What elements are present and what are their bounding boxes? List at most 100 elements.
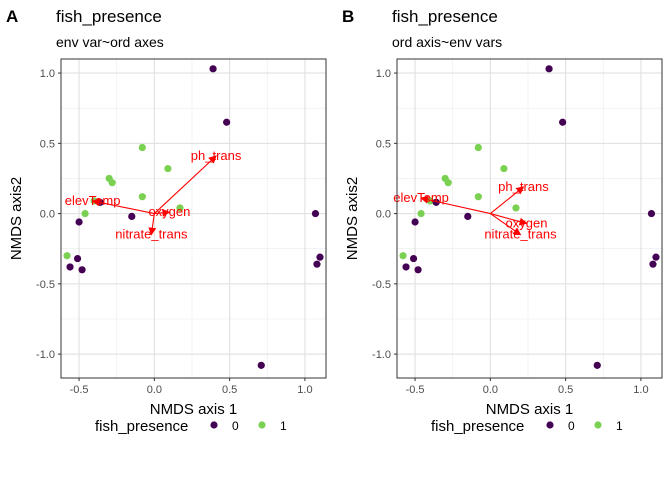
y-axis-title-b: NMDS axis2 — [344, 177, 361, 260]
vector-arrow — [153, 155, 217, 214]
legend-label-1-b: 1 — [616, 419, 623, 433]
scatter-point — [402, 263, 410, 271]
scatter-point — [209, 65, 217, 73]
panel-subtitle-b: ord axis~env vars — [392, 34, 502, 50]
scatter-point — [444, 179, 452, 187]
y-tick-label: -1.0 — [36, 349, 55, 361]
y-tick-label: 0.5 — [40, 138, 55, 150]
scatter-point — [316, 253, 324, 261]
plot-border-b — [396, 58, 663, 379]
x-tick-label: 0.0 — [483, 384, 498, 396]
panel-b: B fish_presence ord axis~env vars ph_tra… — [342, 7, 663, 418]
scatter-point — [66, 263, 74, 271]
scatter-point — [164, 165, 172, 173]
x-tick-label: -0.5 — [70, 384, 89, 396]
x-tick-label: 1.0 — [633, 384, 648, 396]
panel-subtitle-a: env var~ord axes — [56, 34, 164, 50]
x-tick-label: 0.5 — [222, 384, 237, 396]
scatter-point — [138, 193, 146, 201]
scatter-point — [223, 118, 231, 126]
scatter-point — [545, 65, 553, 73]
vector-label: oxygen — [506, 215, 548, 230]
scatter-point — [500, 165, 508, 173]
plot-border-a — [60, 58, 327, 379]
scatter-point — [464, 212, 472, 220]
plot-area-a — [61, 59, 326, 378]
legend-b: fish_presence 0 1 — [431, 418, 623, 435]
scatter-point — [593, 361, 601, 369]
scatter-point — [81, 209, 89, 218]
panel-label-b: B — [342, 7, 354, 26]
x-axis-title-b: NMDS axis 1 — [486, 401, 574, 418]
vector-arrow — [490, 186, 525, 215]
y-tick-label: 0.5 — [376, 138, 391, 150]
vector-label: ph_trans — [498, 179, 549, 194]
legend-label-1-a: 1 — [280, 419, 287, 433]
scatter-point — [75, 218, 83, 226]
panel-label-a: A — [6, 7, 18, 26]
legend-label-0-a: 0 — [232, 419, 239, 433]
legend-key-1-b — [594, 421, 602, 429]
scatter-point — [414, 266, 422, 274]
scatter-point — [649, 260, 657, 268]
grid-minor-b — [397, 59, 662, 378]
vector-label: oxygen — [148, 204, 190, 219]
x-axis-title-a: NMDS axis 1 — [150, 401, 238, 418]
scatter-point — [411, 218, 419, 226]
legend-a: fish_presence 0 1 — [95, 418, 287, 435]
legend-title-a: fish_presence — [95, 418, 188, 435]
vector-label: ph_trans — [191, 148, 242, 163]
x-axis-b: -0.5 0.0 0.5 1.0 — [406, 378, 649, 396]
scatter-point — [176, 204, 184, 212]
legend-key-1-a — [258, 421, 266, 429]
scatter-point — [138, 143, 146, 152]
x-axis-a: -0.5 0.0 0.5 1.0 — [70, 378, 313, 396]
scatter-point — [417, 209, 425, 218]
x-tick-label: 1.0 — [297, 384, 312, 396]
y-axis-title-a: NMDS axis2 — [8, 177, 25, 260]
y-axis-b: -1.0 -0.5 0.0 0.5 1.0 — [372, 68, 397, 361]
scatter-point — [128, 212, 136, 220]
vector-arrow — [490, 213, 528, 226]
scatter-point — [399, 252, 407, 260]
vector-label: nitrate_trans — [115, 227, 188, 242]
scatter-point — [73, 254, 82, 263]
scatter-point — [647, 209, 656, 218]
legend-key-0-b — [546, 421, 554, 429]
scatter-point — [409, 254, 418, 263]
vector-label: elevTemp — [393, 190, 449, 205]
y-tick-label: -0.5 — [372, 279, 391, 291]
y-tick-label: 1.0 — [40, 68, 55, 80]
x-tick-label: 0.0 — [147, 384, 162, 396]
grid-major-a — [61, 59, 326, 378]
vector-arrow — [154, 208, 171, 217]
vector-arrow — [490, 213, 522, 236]
scatter-point — [311, 209, 320, 218]
vectors-a: ph_trans elevTemp oxygen nitrate_trans — [65, 148, 242, 242]
plot-area-b — [397, 59, 662, 378]
scatter-point — [78, 266, 86, 274]
y-tick-label: 1.0 — [376, 68, 391, 80]
vector-arrow — [148, 213, 157, 236]
grid-major-b — [397, 59, 662, 378]
y-tick-label: 0.0 — [376, 209, 391, 221]
y-tick-label: 0.0 — [40, 209, 55, 221]
panel-title-a: fish_presence — [56, 7, 162, 26]
grid-minor-a — [61, 59, 326, 378]
scatter-point — [559, 118, 567, 126]
x-tick-label: -0.5 — [406, 384, 425, 396]
vector-label: nitrate_trans — [484, 227, 557, 242]
panel-a: A fish_presence env var~ord axes ph_tran… — [6, 7, 327, 418]
panel-title-b: fish_presence — [392, 7, 498, 26]
vector-arrow — [420, 195, 491, 215]
scatter-point — [474, 193, 482, 201]
scatter-point — [63, 252, 71, 260]
scatter-point — [474, 143, 482, 152]
vector-label: elevTemp — [65, 193, 121, 208]
x-tick-label: 0.5 — [558, 384, 573, 396]
y-tick-label: -0.5 — [36, 279, 55, 291]
y-tick-label: -1.0 — [372, 349, 391, 361]
scatter-point — [313, 260, 321, 268]
scatter-point — [257, 361, 265, 369]
